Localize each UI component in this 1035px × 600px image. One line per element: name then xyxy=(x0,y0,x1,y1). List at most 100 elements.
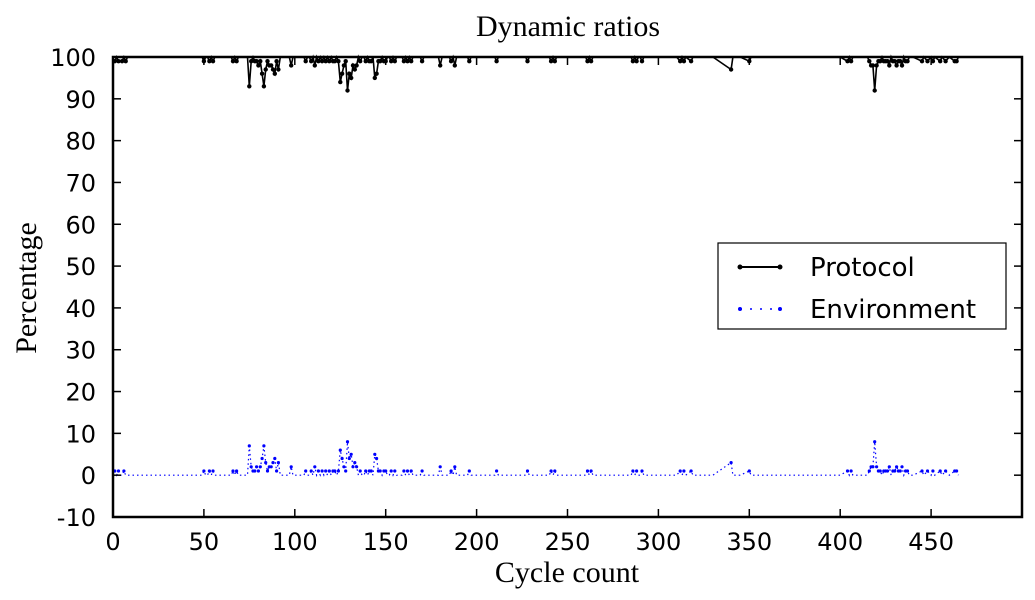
data-point-protocol xyxy=(438,63,443,68)
data-point-protocol xyxy=(272,71,277,76)
data-point-protocol xyxy=(899,63,905,68)
data-point-environment xyxy=(262,444,266,448)
data-point-protocol xyxy=(681,59,687,64)
data-point-environment xyxy=(353,461,357,465)
data-point-environment xyxy=(747,469,751,473)
data-point-protocol xyxy=(887,63,892,68)
data-point-protocol xyxy=(327,59,332,64)
data-point-protocol xyxy=(254,59,259,64)
x-tick-label: 50 xyxy=(189,528,220,556)
data-point-environment xyxy=(342,465,346,469)
legend-item-protocol: Protocol xyxy=(737,253,915,283)
data-point-environment xyxy=(327,469,331,473)
data-point-environment xyxy=(264,461,268,465)
data-point-environment xyxy=(373,452,377,456)
data-point-environment xyxy=(309,469,313,473)
data-point-environment xyxy=(211,469,215,473)
data-point-protocol xyxy=(552,59,557,64)
data-point-protocol xyxy=(345,88,350,93)
data-point-environment xyxy=(878,469,882,473)
data-point-environment xyxy=(316,469,320,473)
data-point-environment xyxy=(369,469,373,473)
data-point-protocol xyxy=(634,59,639,64)
data-point-protocol xyxy=(339,71,345,76)
legend-protocol-marker-icon xyxy=(737,264,743,270)
data-point-environment xyxy=(271,461,275,465)
data-point-environment xyxy=(905,469,910,473)
data-point-protocol xyxy=(378,59,383,64)
data-point-environment xyxy=(256,469,260,473)
data-point-protocol xyxy=(336,59,341,64)
data-point-protocol xyxy=(678,59,683,64)
data-point-environment xyxy=(678,469,682,473)
chart-title: Dynamic ratios xyxy=(476,10,660,43)
axis-ticks: 0 50 100 150 200 250 300 350 400 450 -10 0 10 20 30 40 5… xyxy=(50,44,1022,556)
data-point-protocol xyxy=(919,59,925,64)
data-point-environment xyxy=(324,469,328,473)
data-point-protocol xyxy=(870,63,876,68)
data-point-protocol xyxy=(316,59,321,64)
data-point-protocol xyxy=(230,59,236,64)
data-point-environment xyxy=(944,469,948,473)
y-tick-label: 10 xyxy=(65,420,96,448)
data-point-environment xyxy=(525,469,530,473)
data-point-protocol xyxy=(943,59,948,64)
x-axis-label: Cycle count xyxy=(495,556,640,589)
data-point-environment xyxy=(453,465,457,469)
data-point-environment xyxy=(265,469,270,473)
data-point-protocol xyxy=(872,88,877,93)
data-point-protocol xyxy=(119,59,125,64)
data-point-protocol xyxy=(525,59,530,64)
data-point-environment xyxy=(364,469,368,473)
data-point-environment xyxy=(247,444,251,448)
data-point-protocol xyxy=(845,59,850,64)
data-point-protocol xyxy=(207,59,212,64)
data-point-environment xyxy=(260,456,264,461)
data-point-environment xyxy=(249,465,253,469)
legend-label-environment: Environment xyxy=(810,295,976,325)
y-axis-label: Percentage xyxy=(10,222,43,354)
data-point-environment xyxy=(313,465,317,469)
data-point-protocol xyxy=(885,59,890,64)
data-point-protocol xyxy=(289,63,294,68)
x-tick-label: 450 xyxy=(908,528,954,556)
data-point-protocol xyxy=(448,59,454,64)
series-environment-line xyxy=(114,441,959,478)
data-point-protocol xyxy=(374,71,379,76)
legend-environment-marker-icon xyxy=(738,307,742,311)
data-point-protocol xyxy=(419,59,425,64)
data-point-protocol xyxy=(878,59,883,64)
data-point-protocol xyxy=(585,59,590,64)
data-point-environment xyxy=(920,469,924,473)
data-point-environment xyxy=(122,469,126,473)
x-tick-label: 150 xyxy=(363,528,409,556)
data-point-environment xyxy=(845,469,850,473)
data-point-environment xyxy=(438,465,442,469)
data-point-protocol xyxy=(234,59,239,64)
data-point-environment xyxy=(269,465,273,469)
data-point-protocol xyxy=(338,79,343,85)
data-point-protocol xyxy=(309,59,314,64)
data-point-environment xyxy=(467,469,471,473)
legend-environment-marker-icon xyxy=(778,307,782,311)
data-point-environment xyxy=(375,456,379,461)
data-point-protocol xyxy=(259,71,265,76)
data-point-environment xyxy=(289,465,293,469)
legend-item-environment: Environment xyxy=(738,295,976,325)
data-point-environment xyxy=(255,465,259,469)
x-tick-label: 300 xyxy=(635,528,681,556)
data-point-protocol xyxy=(688,59,694,64)
y-tick-label: 70 xyxy=(65,169,96,197)
data-point-environment xyxy=(355,465,359,469)
data-point-environment xyxy=(729,461,733,465)
data-point-protocol xyxy=(938,59,943,64)
data-point-protocol xyxy=(349,75,354,81)
data-point-environment xyxy=(898,469,902,473)
y-tick-label: 40 xyxy=(65,295,96,323)
data-point-protocol xyxy=(363,59,368,64)
y-tick-label: 30 xyxy=(65,337,96,365)
data-point-protocol xyxy=(358,59,363,64)
data-point-protocol xyxy=(630,59,636,64)
data-point-environment xyxy=(631,469,635,473)
